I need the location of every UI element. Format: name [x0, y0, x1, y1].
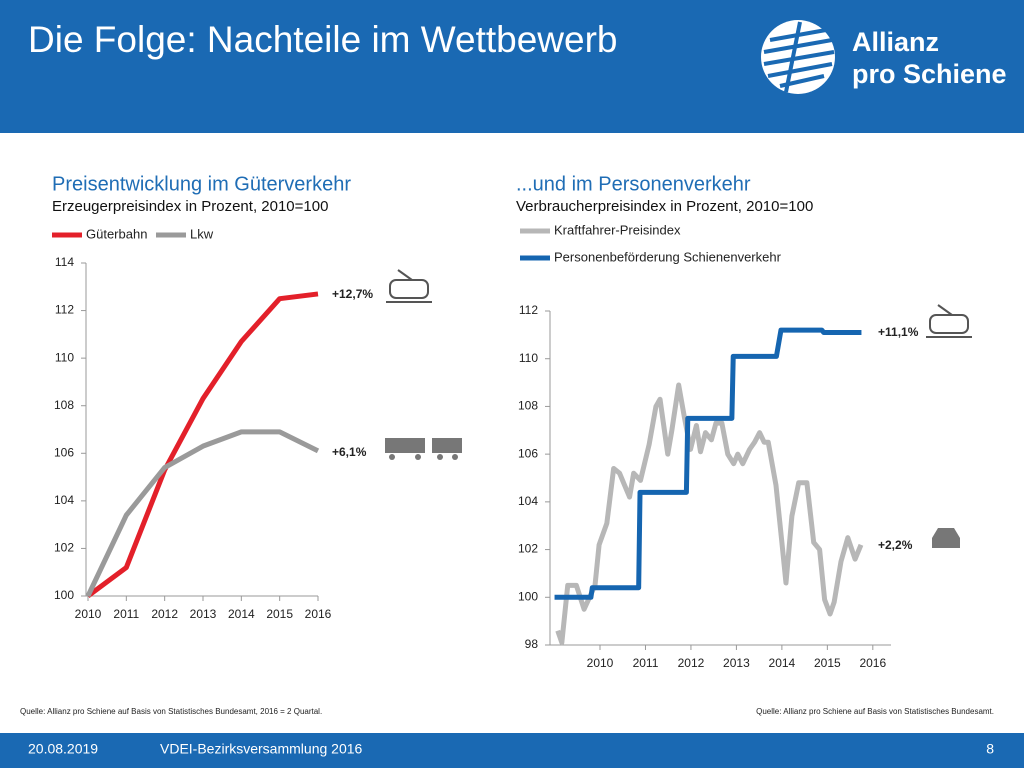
chart-subtitle: Verbraucherpreisindex in Prozent, 2010=1…	[516, 198, 813, 215]
chart-subtitle: Erzeugerpreisindex in Prozent, 2010=100	[52, 198, 328, 215]
y-tick-label: 114	[55, 255, 74, 269]
x-tick-label: 2010	[587, 656, 614, 670]
y-tick-label: 110	[55, 350, 74, 364]
train-icon	[926, 304, 972, 338]
series-line	[86, 291, 319, 599]
legend-label: Lkw	[190, 226, 214, 241]
logo: Allianz pro Schiene	[761, 20, 1007, 94]
y-tick-label: 100	[54, 588, 74, 602]
y-tick-label: 100	[518, 589, 538, 603]
x-tick-label: 2016	[859, 656, 886, 670]
y-tick-label: 108	[518, 399, 538, 413]
x-tick-label: 2012	[678, 656, 705, 670]
x-tick-label: 2010	[75, 607, 102, 621]
series-line	[85, 429, 320, 598]
x-tick-label: 2014	[228, 607, 255, 621]
source-note: Quelle: Allianz pro Schiene auf Basis vo…	[20, 707, 322, 716]
legend-label: Personenbeförderung Schienenverkehr	[554, 249, 782, 264]
x-tick-label: 2013	[723, 656, 750, 670]
header-band	[0, 0, 1024, 133]
y-tick-label: 112	[519, 303, 538, 317]
y-tick-label: 104	[518, 494, 538, 508]
y-tick-label: 98	[525, 637, 539, 651]
legend-label: Güterbahn	[86, 226, 147, 241]
y-tick-label: 102	[54, 541, 74, 555]
y-tick-label: 106	[54, 445, 74, 459]
chart-title: Preisentwicklung im Güterverkehr	[52, 173, 351, 195]
x-tick-label: 2013	[190, 607, 217, 621]
y-tick-label: 108	[54, 398, 74, 412]
x-tick-label: 2011	[633, 656, 659, 670]
annotation: +11,1%	[878, 325, 919, 339]
car-icon	[932, 528, 960, 548]
footer-band	[0, 733, 1024, 768]
source-note: Quelle: Allianz pro Schiene auf Basis vo…	[756, 707, 994, 716]
y-tick-label: 102	[518, 542, 538, 556]
header-title: Die Folge: Nachteile im Wettbewerb	[28, 19, 618, 60]
x-tick-label: 2015	[814, 656, 841, 670]
x-tick-label: 2015	[266, 607, 293, 621]
series-line	[555, 382, 864, 646]
y-tick-label: 104	[54, 493, 74, 507]
logo-text: pro Schiene	[852, 59, 1007, 89]
series-line	[554, 327, 862, 600]
chart-title: ...und im Personenverkehr	[516, 173, 751, 195]
x-tick-label: 2016	[305, 607, 332, 621]
x-tick-label: 2012	[151, 607, 178, 621]
annotation: +12,7%	[332, 287, 373, 301]
logo-text: Allianz	[852, 27, 939, 57]
annotation: +6,1%	[332, 445, 367, 459]
y-tick-label: 110	[519, 351, 538, 365]
annotation: +2,2%	[878, 538, 913, 552]
y-tick-label: 112	[55, 303, 74, 317]
y-tick-label: 106	[518, 446, 538, 460]
footer-event: VDEI-Bezirksversammlung 2016	[160, 741, 363, 757]
logo-stripes	[763, 21, 835, 93]
legend-label: Kraftfahrer-Preisindex	[554, 222, 681, 237]
footer-date: 20.08.2019	[28, 741, 98, 757]
x-tick-label: 2014	[769, 656, 796, 670]
x-tick-label: 2011	[113, 607, 139, 621]
truck-icon	[385, 438, 462, 460]
train-icon	[386, 269, 432, 303]
footer-page: 8	[986, 741, 994, 757]
